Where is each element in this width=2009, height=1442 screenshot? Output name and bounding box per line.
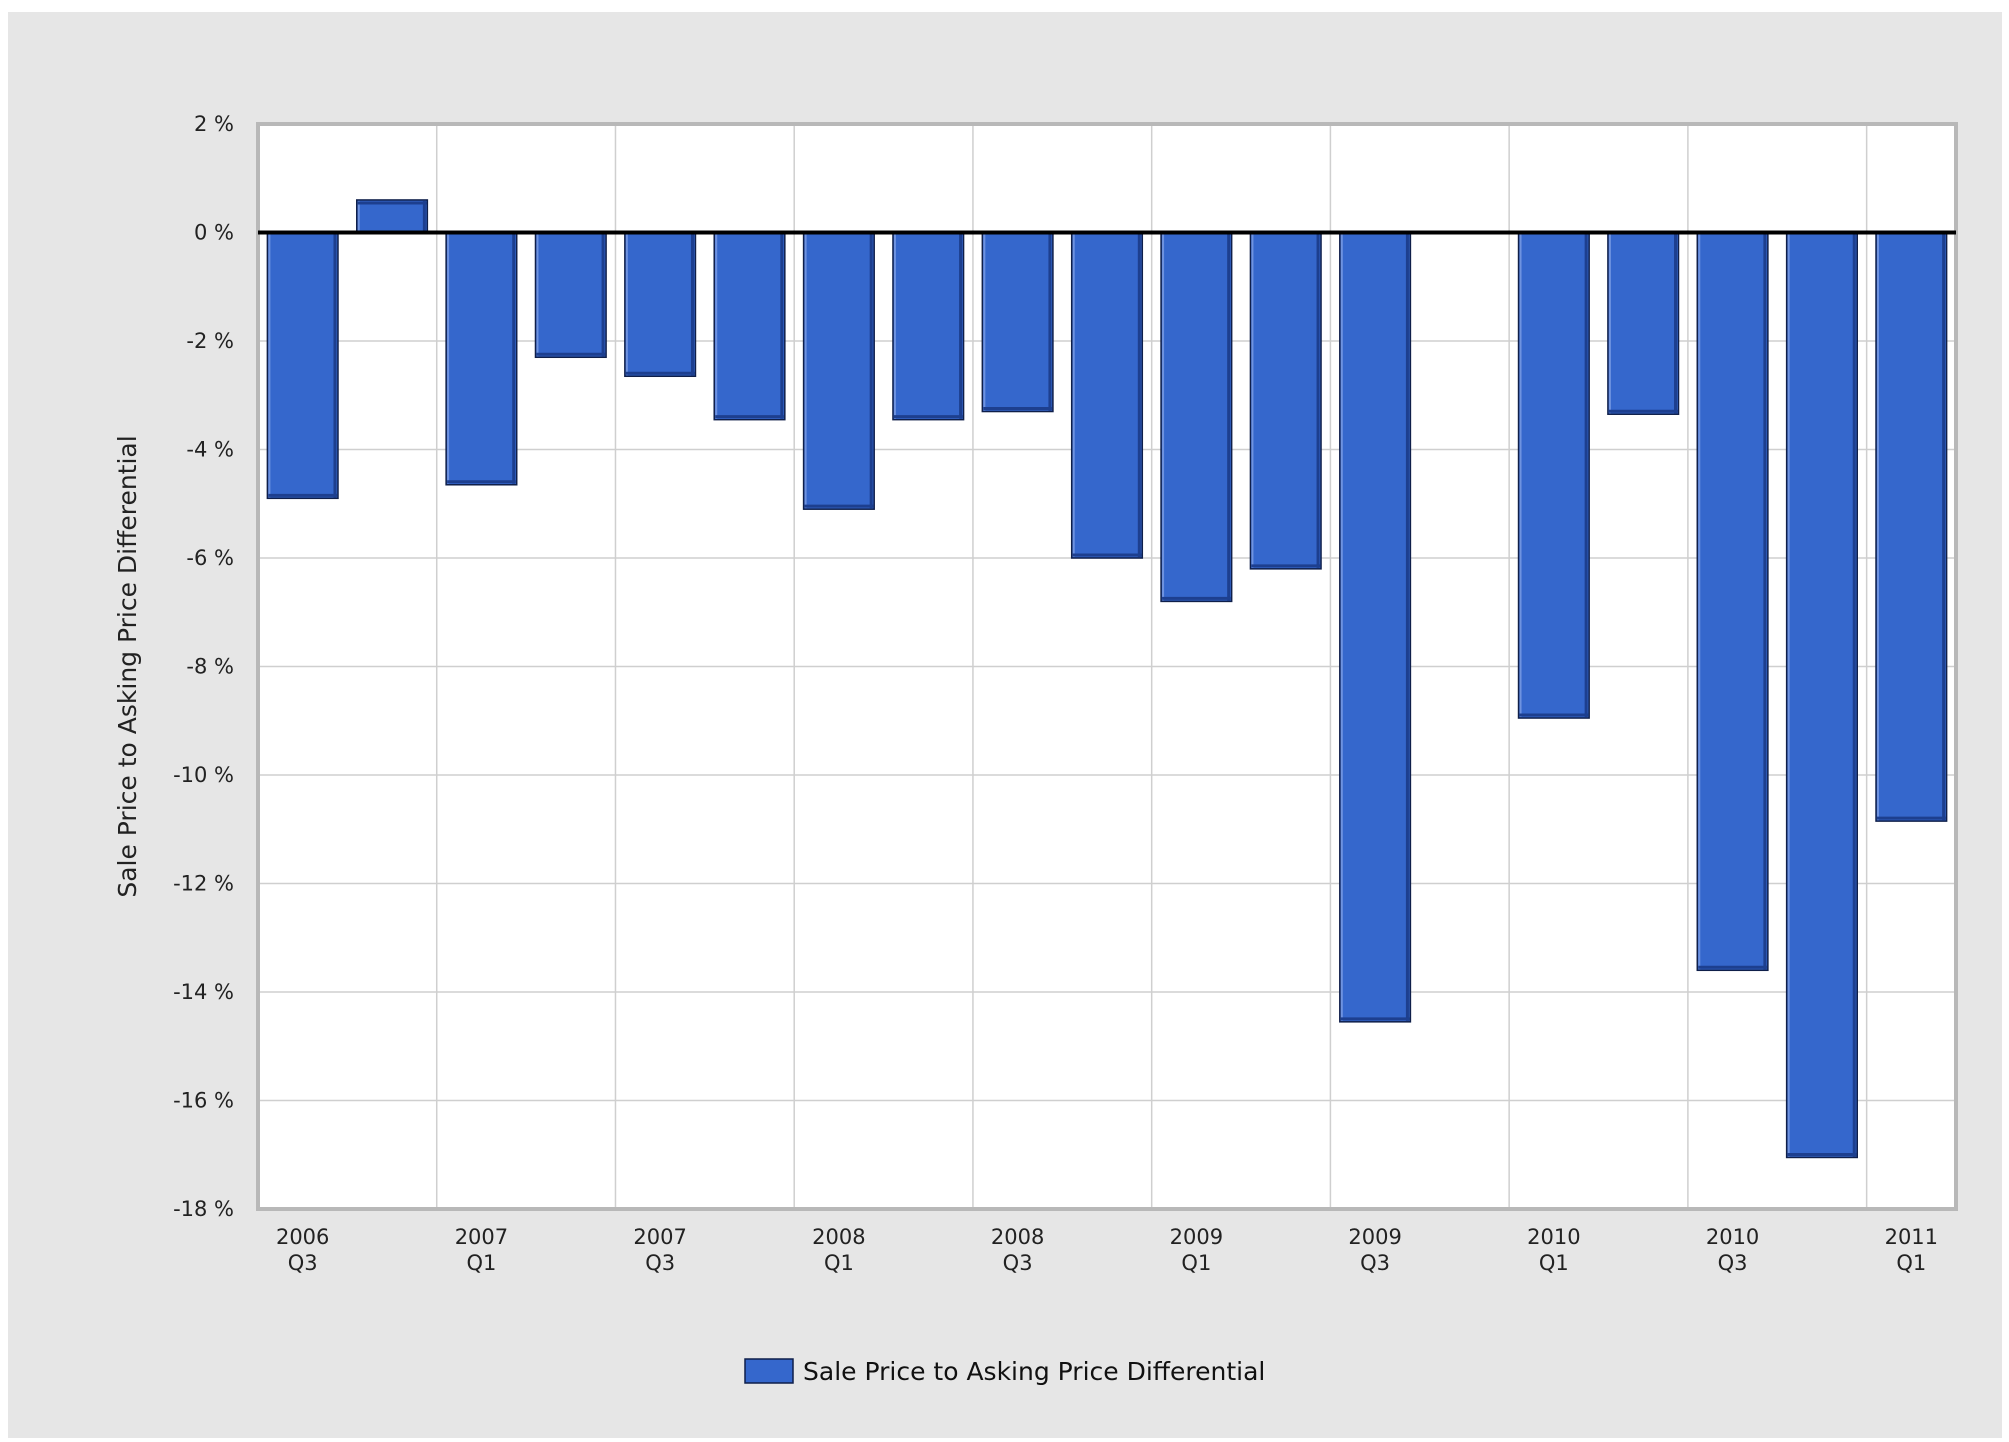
x-tick-label: 2009 <box>1348 1225 1401 1249</box>
x-tick-label: 2007 <box>455 1225 508 1249</box>
bar <box>713 231 786 421</box>
bar <box>534 231 607 359</box>
x-tick-label: Q3 <box>288 1251 318 1275</box>
chart-panel: -18 % -16 % -14 % -12 % -10 % -8 % -6 % -4 % -2 … <box>8 12 2002 1438</box>
bar <box>1070 231 1144 559</box>
bar <box>1875 231 1948 822</box>
bar <box>356 199 429 234</box>
bar <box>1785 231 1858 1159</box>
y-tick-label: -14 % <box>173 980 234 1004</box>
plot-border <box>256 122 1958 1211</box>
bar <box>892 231 965 421</box>
bar <box>1517 231 1590 719</box>
x-tick-label: Q1 <box>1181 1251 1211 1275</box>
bar <box>1160 231 1233 603</box>
y-tick-label: -12 % <box>173 872 234 896</box>
y-tick-label: 0 % <box>194 221 234 245</box>
y-tick-label: -16 % <box>173 1089 234 1113</box>
legend-label: Sale Price to Asking Price Differential <box>803 1357 1265 1386</box>
x-tick-label: Q3 <box>1003 1251 1033 1275</box>
y-tick-label: 2 % <box>194 112 234 136</box>
y-axis-title: Sale Price to Asking Price Differential <box>113 435 142 897</box>
x-tick-label: 2007 <box>633 1225 686 1249</box>
y-tick-label: -4 % <box>186 438 234 462</box>
bar <box>624 231 697 378</box>
axes <box>256 122 1958 1211</box>
x-tick-label: Q3 <box>645 1251 675 1275</box>
x-tick-label: 2009 <box>1170 1225 1223 1249</box>
bar-chart: -18 % -16 % -14 % -12 % -10 % -8 % -6 % -4 % -2 … <box>113 112 1958 1386</box>
x-tick-label: 2010 <box>1706 1225 1759 1249</box>
x-tick-label: Q1 <box>824 1251 854 1275</box>
bar <box>802 231 875 510</box>
bar <box>445 231 518 486</box>
x-tick-label: 2011 <box>1885 1225 1938 1249</box>
x-tick-label: 2008 <box>812 1225 865 1249</box>
bar <box>1249 231 1322 570</box>
legend-swatch <box>744 1358 794 1384</box>
x-tick-label: Q3 <box>1718 1251 1748 1275</box>
bars <box>266 199 1948 1159</box>
legend: Sale Price to Asking Price Differential <box>744 1357 1265 1386</box>
x-tick-label: Q1 <box>1539 1251 1569 1275</box>
tick-labels: -18 % -16 % -14 % -12 % -10 % -8 % -6 % -4 % -2 … <box>173 112 1938 1275</box>
y-tick-label: -10 % <box>173 763 234 787</box>
bar <box>981 231 1054 413</box>
x-tick-label: 2010 <box>1527 1225 1580 1249</box>
x-tick-label: Q1 <box>1896 1251 1926 1275</box>
x-tick-label: Q3 <box>1360 1251 1390 1275</box>
y-tick-label: -18 % <box>173 1197 234 1221</box>
x-tick-label: Q1 <box>466 1251 496 1275</box>
bar <box>266 231 339 500</box>
y-tick-label: -6 % <box>186 546 234 570</box>
bar <box>1339 231 1412 1023</box>
y-tick-label: -2 % <box>186 329 234 353</box>
y-tick-label: -8 % <box>186 655 234 679</box>
bar <box>1696 231 1769 972</box>
x-tick-label: 2008 <box>991 1225 1044 1249</box>
bar <box>1607 231 1680 415</box>
x-tick-label: 2006 <box>276 1225 329 1249</box>
